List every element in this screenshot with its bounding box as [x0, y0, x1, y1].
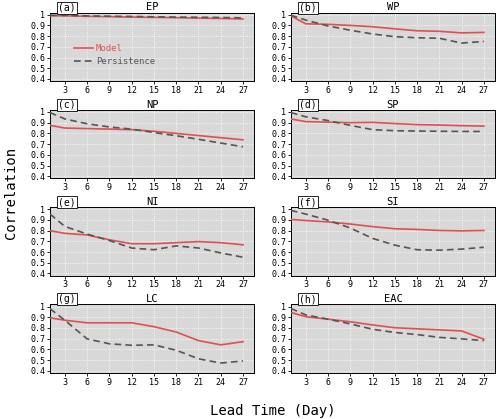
Text: (e): (e)	[58, 197, 76, 207]
Title: SP: SP	[386, 100, 399, 110]
Title: NI: NI	[146, 197, 158, 207]
Title: WP: WP	[386, 3, 399, 13]
Text: Correlation: Correlation	[4, 147, 18, 239]
Title: EP: EP	[146, 3, 158, 13]
Legend: Model, Persistence: Model, Persistence	[71, 41, 159, 70]
Text: (g): (g)	[58, 295, 76, 305]
Text: (b): (b)	[299, 3, 316, 13]
Text: (a): (a)	[58, 3, 76, 13]
Text: Lead Time (Day): Lead Time (Day)	[210, 404, 336, 419]
Title: LC: LC	[146, 294, 158, 304]
Title: NP: NP	[146, 100, 158, 110]
Text: (f): (f)	[299, 197, 316, 207]
Text: (h): (h)	[299, 295, 316, 305]
Title: SI: SI	[386, 197, 399, 207]
Text: (d): (d)	[299, 100, 316, 110]
Text: (c): (c)	[58, 100, 76, 110]
Title: EAC: EAC	[384, 294, 402, 304]
